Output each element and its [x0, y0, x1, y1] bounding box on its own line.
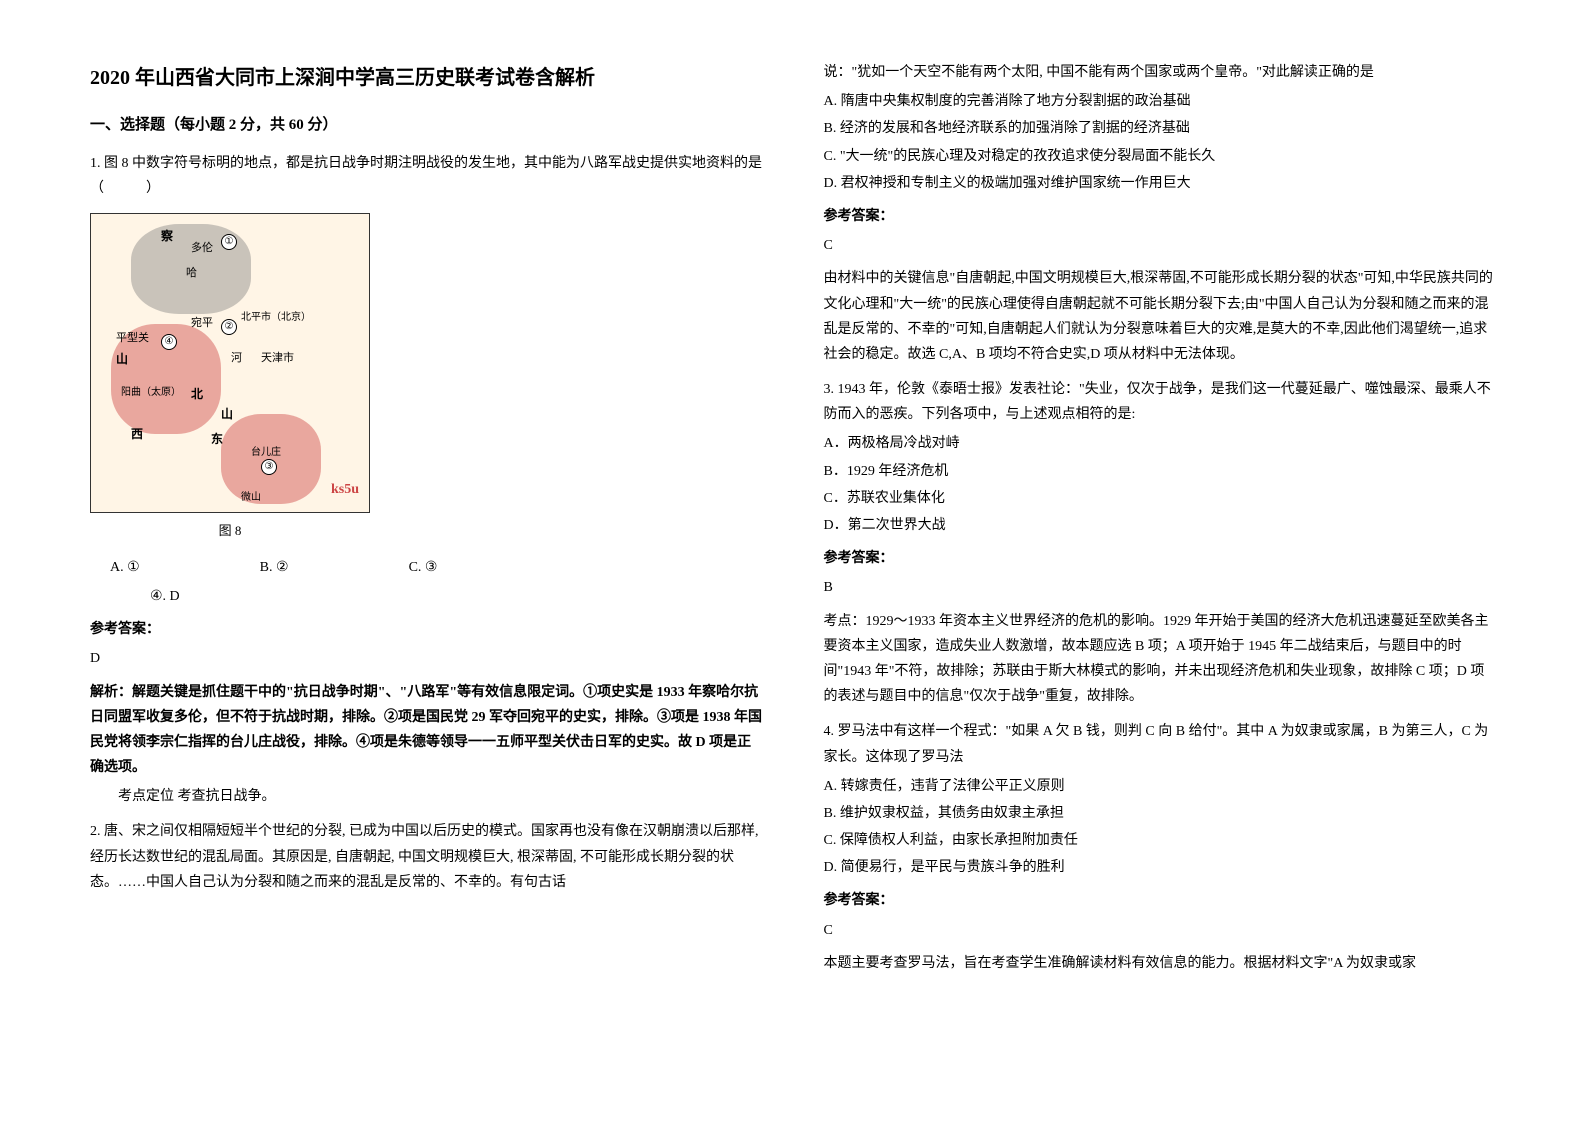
- map-label-shan: 山: [116, 349, 128, 371]
- q4-opt-a: A. 转嫁责任，违背了法律公平正义原则: [824, 774, 1498, 799]
- q3-answer: B: [824, 575, 1498, 600]
- page-title: 2020 年山西省大同市上深涧中学高三历史联考试卷含解析: [90, 60, 764, 96]
- q1-answer-label: 参考答案：: [90, 617, 764, 642]
- q2-answer: C: [824, 233, 1498, 258]
- question-2-p2: 说："犹如一个天空不能有两个太阳, 中国不能有两个国家或两个皇帝。"对此解读正确…: [824, 60, 1498, 367]
- map-city-he: 河: [231, 349, 242, 369]
- map-label-xi: 西: [131, 424, 143, 446]
- q1-kaodian: 考点定位 考查抗日战争。: [90, 784, 764, 809]
- q4-answer-label: 参考答案：: [824, 888, 1498, 913]
- map-city-tj: 天津市: [261, 349, 294, 369]
- q2-answer-label: 参考答案：: [824, 204, 1498, 229]
- section-1-heading: 一、选择题（每小题 2 分，共 60 分）: [90, 112, 764, 139]
- map-city-ha: 哈: [186, 264, 197, 284]
- q4-explanation: 本题主要考查罗马法，旨在考查学生准确解读材料有效信息的能力。根据材料文字"A 为…: [824, 951, 1498, 976]
- q4-answer: C: [824, 918, 1498, 943]
- map-label-bei: 北: [191, 384, 203, 406]
- right-column: 说："犹如一个天空不能有两个太阳, 中国不能有两个国家或两个皇帝。"对此解读正确…: [824, 60, 1498, 1062]
- question-1: 1. 图 8 中数字符号标明的地点，都是抗日战争时期注明战役的发生地，其中能为八…: [90, 151, 764, 809]
- q3-opt-a: A．两极格局冷战对峙: [824, 431, 1498, 456]
- q1-map-container: 察 多伦 ① 哈 平型关 ④ 宛平 ② 北平市（北京） 山 河 天津市 阳曲（太…: [90, 213, 764, 542]
- q2-text-p1: 2. 唐、宋之间仅相隔短短半个世纪的分裂, 已成为中国以后历史的模式。国家再也没…: [90, 819, 764, 895]
- map-label-cha: 察: [161, 226, 173, 248]
- q3-text: 3. 1943 年，伦敦《泰晤士报》发表社论："失业，仅次于战争，是我们这一代蔓…: [824, 377, 1498, 427]
- q2-opt-b: B. 经济的发展和各地经济联系的加强消除了割据的经济基础: [824, 116, 1498, 141]
- q1-text: 1. 图 8 中数字符号标明的地点，都是抗日战争时期注明战役的发生地，其中能为八…: [90, 151, 764, 201]
- q3-explanation: 考点：1929～1933 年资本主义世界经济的危机的影响。1929 年开始于美国…: [824, 609, 1498, 710]
- map-city-duolun: 多伦: [191, 239, 213, 259]
- q4-text: 4. 罗马法中有这样一个程式："如果 A 欠 B 钱，则判 C 向 B 给付"。…: [824, 719, 1498, 769]
- q1-answer: D: [90, 646, 764, 671]
- q1-explanation-text: 解析：解题关键是抓住题干中的"抗日战争时期"、"八路军"等有效信息限定词。①项史…: [90, 685, 762, 776]
- q1-explanation: 解析：解题关键是抓住题干中的"抗日战争时期"、"八路军"等有效信息限定词。①项史…: [90, 680, 764, 781]
- q2-opt-d: D. 君权神授和专制主义的极端加强对维护国家统一作用巨大: [824, 171, 1498, 196]
- map-label-dong: 东: [211, 429, 223, 451]
- q4-opt-b: B. 维护奴隶权益，其债务由奴隶主承担: [824, 801, 1498, 826]
- map-city-ws: 微山: [241, 489, 261, 507]
- question-2-p1: 2. 唐、宋之间仅相隔短短半个世纪的分裂, 已成为中国以后历史的模式。国家再也没…: [90, 819, 764, 895]
- left-column: 2020 年山西省大同市上深涧中学高三历史联考试卷含解析 一、选择题（每小题 2…: [90, 60, 764, 1062]
- q3-opt-b: B．1929 年经济危机: [824, 459, 1498, 484]
- q1-opt-b: B. ②: [260, 555, 289, 580]
- map-num-2: ②: [221, 319, 237, 335]
- q2-opt-c: C. "大一统"的民族心理及对稳定的孜孜追求使分裂局面不能长久: [824, 144, 1498, 169]
- q2-opt-a: A. 隋唐中央集权制度的完善消除了地方分裂割据的政治基础: [824, 89, 1498, 114]
- q1-opt-d: ④. D: [150, 584, 764, 609]
- q2-explanation: 由材料中的关键信息"自唐朝起,中国文明规模巨大,根深蒂固,不可能形成长期分裂的状…: [824, 266, 1498, 367]
- q4-opt-c: C. 保障债权人利益，由家长承担附加责任: [824, 828, 1498, 853]
- question-3: 3. 1943 年，伦敦《泰晤士报》发表社论："失业，仅次于战争，是我们这一代蔓…: [824, 377, 1498, 709]
- q1-options-row: A. ① B. ② C. ③: [110, 555, 764, 580]
- question-4: 4. 罗马法中有这样一个程式："如果 A 欠 B 钱，则判 C 向 B 给付"。…: [824, 719, 1498, 976]
- q1-opt-a: A. ①: [110, 555, 140, 580]
- q3-opt-c: C．苏联农业集体化: [824, 486, 1498, 511]
- q3-answer-label: 参考答案：: [824, 546, 1498, 571]
- q1-opt-c: C. ③: [409, 555, 438, 580]
- q2-text-p2: 说："犹如一个天空不能有两个太阳, 中国不能有两个国家或两个皇帝。"对此解读正确…: [824, 60, 1498, 85]
- map-city-wp: 宛平: [191, 314, 213, 334]
- map-city-bp: 北平市（北京）: [241, 309, 311, 327]
- map-label-shan2: 山: [221, 404, 233, 426]
- map-watermark: ks5u: [331, 477, 359, 502]
- q1-map-caption: 图 8: [90, 519, 370, 542]
- q4-opt-d: D. 简便易行，是平民与贵族斗争的胜利: [824, 855, 1498, 880]
- q1-map: 察 多伦 ① 哈 平型关 ④ 宛平 ② 北平市（北京） 山 河 天津市 阳曲（太…: [90, 213, 370, 513]
- map-city-pxg: 平型关: [116, 329, 149, 349]
- map-city-yq: 阳曲（太原）: [121, 384, 181, 402]
- q3-opt-d: D．第二次世界大战: [824, 513, 1498, 538]
